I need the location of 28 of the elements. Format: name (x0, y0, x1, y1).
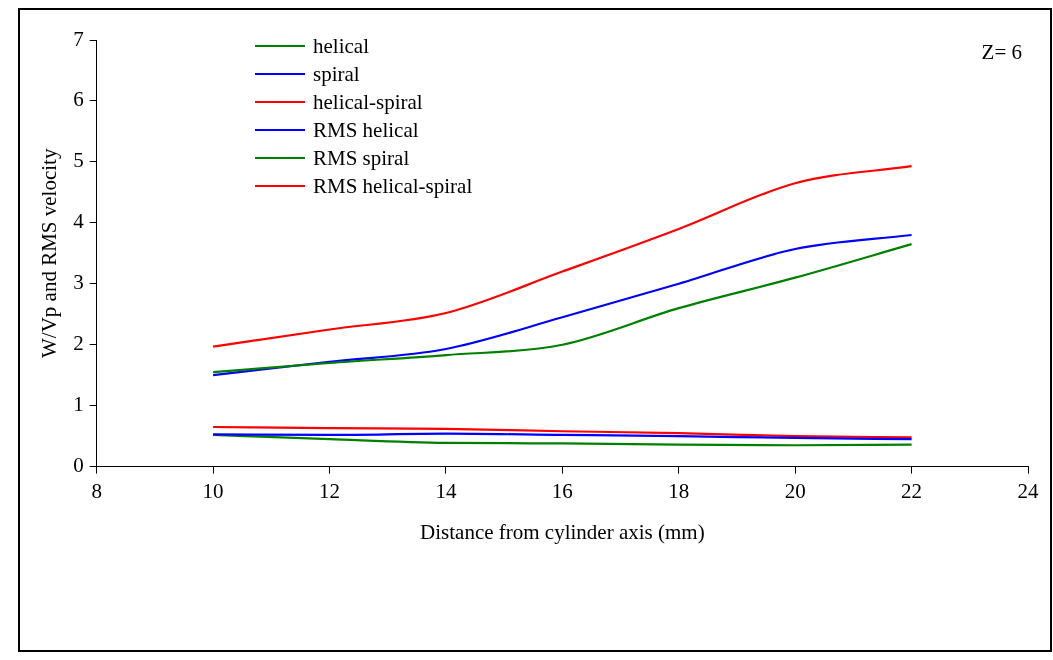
x-tick-label: 12 (319, 478, 341, 503)
x-tick-label: 20 (784, 478, 806, 503)
y-tick-label: 4 (73, 209, 85, 234)
y-tick-label: 1 (73, 392, 84, 417)
y-tick-label: 5 (73, 148, 84, 173)
x-tick-label: 14 (435, 478, 457, 503)
y-axis-title: W/Vp and RMS velocity (37, 148, 62, 358)
legend-label: RMS spiral (313, 145, 410, 172)
x-tick-label: 8 (91, 478, 102, 503)
legend-label: RMS helical (313, 117, 419, 144)
x-tick-label: 10 (202, 478, 224, 503)
x-tick-label: 24 (1017, 478, 1039, 503)
y-tick-label: 0 (73, 453, 84, 478)
legend-label: spiral (313, 61, 360, 88)
y-tick-label: 7 (73, 26, 84, 51)
line-series (212, 433, 913, 447)
y-tick-label: 3 (73, 270, 84, 295)
x-tick-label: 18 (668, 478, 690, 503)
legend-label: helical (313, 33, 369, 60)
legend-label: RMS helical-spiral (313, 173, 473, 200)
legend-label: helical-spiral (313, 89, 423, 116)
x-tick-label: 16 (551, 478, 573, 503)
y-tick-label: 2 (73, 331, 84, 356)
y-tick-label: 6 (73, 87, 84, 112)
annotation: Z= 6 (981, 40, 1022, 65)
line-series (212, 425, 913, 439)
x-tick-label: 22 (901, 478, 923, 503)
x-axis-title: Distance from cylinder axis (mm) (420, 519, 705, 544)
